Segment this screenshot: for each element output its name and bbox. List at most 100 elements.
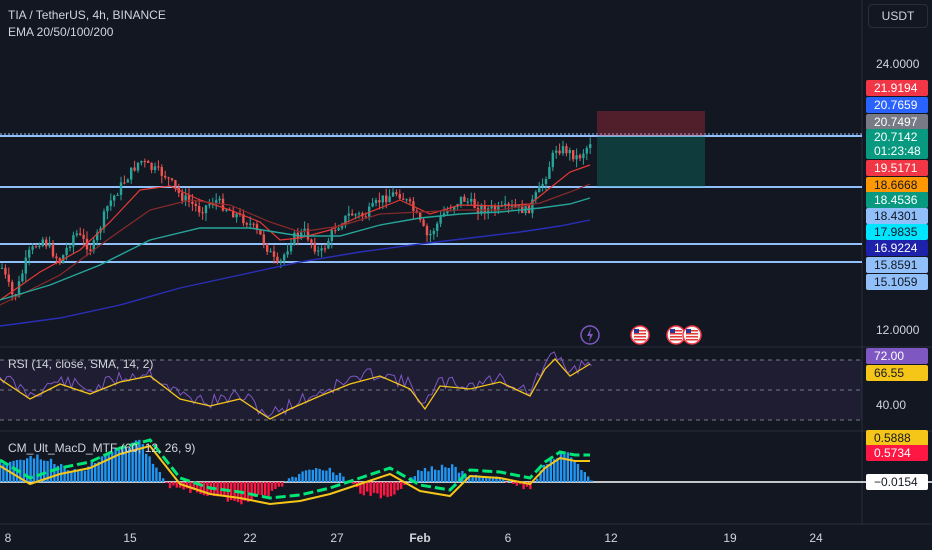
candle-body	[232, 210, 235, 218]
price-tag: 15.1059	[866, 274, 928, 290]
macd-histogram-bar	[185, 482, 189, 489]
candle-body	[123, 182, 126, 184]
candle-body	[164, 175, 167, 178]
candle-body	[368, 206, 371, 217]
candle-body	[408, 199, 412, 202]
candle-body	[181, 192, 184, 201]
macd-histogram-bar	[131, 442, 134, 482]
macd-histogram-bar	[328, 467, 331, 482]
candle-body	[337, 228, 340, 231]
macd-histogram-bar	[73, 469, 76, 482]
flag-stripe	[634, 339, 646, 341]
macd-histogram-bar	[287, 478, 291, 482]
candle-body	[320, 248, 323, 251]
candle-body	[371, 202, 374, 207]
macd-histogram-bar	[566, 452, 569, 482]
price-tag: 18.4301	[866, 208, 928, 224]
macd-histogram-bar	[250, 482, 253, 501]
candle-body	[317, 250, 320, 252]
macd-histogram-bar	[111, 452, 114, 482]
candle-body	[48, 243, 51, 247]
macd-histogram-bar	[400, 482, 403, 489]
price-tag-bg	[866, 177, 928, 193]
macd-histogram-bar	[413, 476, 416, 482]
candle-body	[575, 155, 578, 160]
macd-histogram-bar	[556, 457, 559, 482]
macd-histogram-bar	[352, 482, 355, 485]
macd-histogram-bar	[420, 471, 423, 482]
candle-body	[68, 246, 72, 248]
candle-body	[395, 192, 398, 195]
macd-histogram-bar	[403, 482, 406, 486]
macd-histogram-bar	[576, 463, 580, 482]
candle-body	[136, 162, 140, 171]
price-tag-bg	[866, 274, 928, 290]
time-tick-label: 6	[505, 531, 512, 545]
candle-body	[102, 211, 106, 229]
candle-body	[300, 231, 303, 238]
macd-histogram-bar	[22, 460, 25, 482]
price-tag-bg	[866, 80, 928, 96]
price-axis: 24.0000 12.0000 21.9194 20.7659 20.749720.71…	[866, 57, 928, 490]
price-tag-label: 20.7497	[874, 115, 918, 129]
price-tag: 18.4536	[866, 192, 928, 208]
macd-histogram-bar	[291, 476, 294, 482]
candle-body	[483, 205, 486, 213]
candle-body	[130, 167, 133, 180]
candle-body	[235, 213, 238, 218]
macd-histogram-bar	[444, 467, 447, 482]
price-tag-label: 18.6668	[874, 178, 918, 192]
us-flag-icon	[630, 325, 650, 345]
macd-histogram-bar	[311, 469, 314, 482]
macd-histogram-bar	[165, 482, 168, 484]
macd-histogram-bar	[362, 482, 365, 496]
candle-body	[133, 167, 136, 171]
macd-histogram-bar	[359, 482, 362, 494]
macd-histogram-bar	[301, 471, 304, 482]
rsi-title[interactable]: RSI (14, close, SMA, 14, 2)	[8, 357, 154, 371]
candle-body	[215, 200, 218, 204]
candle-body	[558, 150, 561, 154]
candle-body	[351, 213, 354, 216]
macd-histogram-bar	[104, 453, 107, 482]
ema50-line	[0, 183, 591, 306]
time-tick-label: 19	[723, 531, 737, 545]
candle-body	[75, 233, 78, 236]
candle-body	[398, 194, 401, 199]
macd-title[interactable]: CM_Ult_MacD_MTF (60, 12, 26, 9)	[8, 441, 196, 455]
horizontal-levels	[0, 133, 862, 263]
macd-histogram-bar	[570, 457, 573, 482]
macd-tag-bg	[866, 474, 928, 490]
macd-histogram-bar	[216, 482, 219, 497]
candle-body	[28, 249, 31, 258]
event-markers	[580, 325, 702, 345]
macd-histogram-bar	[423, 468, 427, 482]
candle-body	[11, 281, 14, 295]
currency-button[interactable]: USDT	[868, 4, 928, 28]
price-tag-bg	[866, 240, 928, 256]
symbol-title[interactable]: TIA / TetherUS, 4h, BINANCE	[8, 8, 166, 22]
macd-histogram-bar	[308, 469, 311, 482]
candle-body	[4, 267, 7, 275]
time-tick-label: 27	[330, 531, 344, 545]
candle-body	[589, 144, 592, 149]
flag-stripe	[670, 336, 682, 338]
rsi-ma-line	[0, 358, 591, 420]
candle-body	[174, 180, 177, 187]
candle-body	[147, 161, 150, 163]
macd-histogram-bar	[495, 476, 498, 482]
candle-body	[303, 228, 306, 232]
candle-body	[381, 195, 384, 203]
macd-histogram-bar	[199, 482, 202, 494]
macd-histogram-bar	[478, 475, 481, 482]
candle-body	[425, 225, 429, 236]
macd-histogram-bar	[512, 482, 515, 484]
macd-histogram-bar	[243, 482, 246, 501]
take-profit-zone	[597, 136, 705, 187]
ema-legend[interactable]: EMA 20/50/100/200	[8, 25, 114, 39]
macd-histogram-bar	[549, 458, 552, 482]
candle-body	[548, 167, 551, 179]
macd-histogram-bar	[114, 447, 117, 482]
